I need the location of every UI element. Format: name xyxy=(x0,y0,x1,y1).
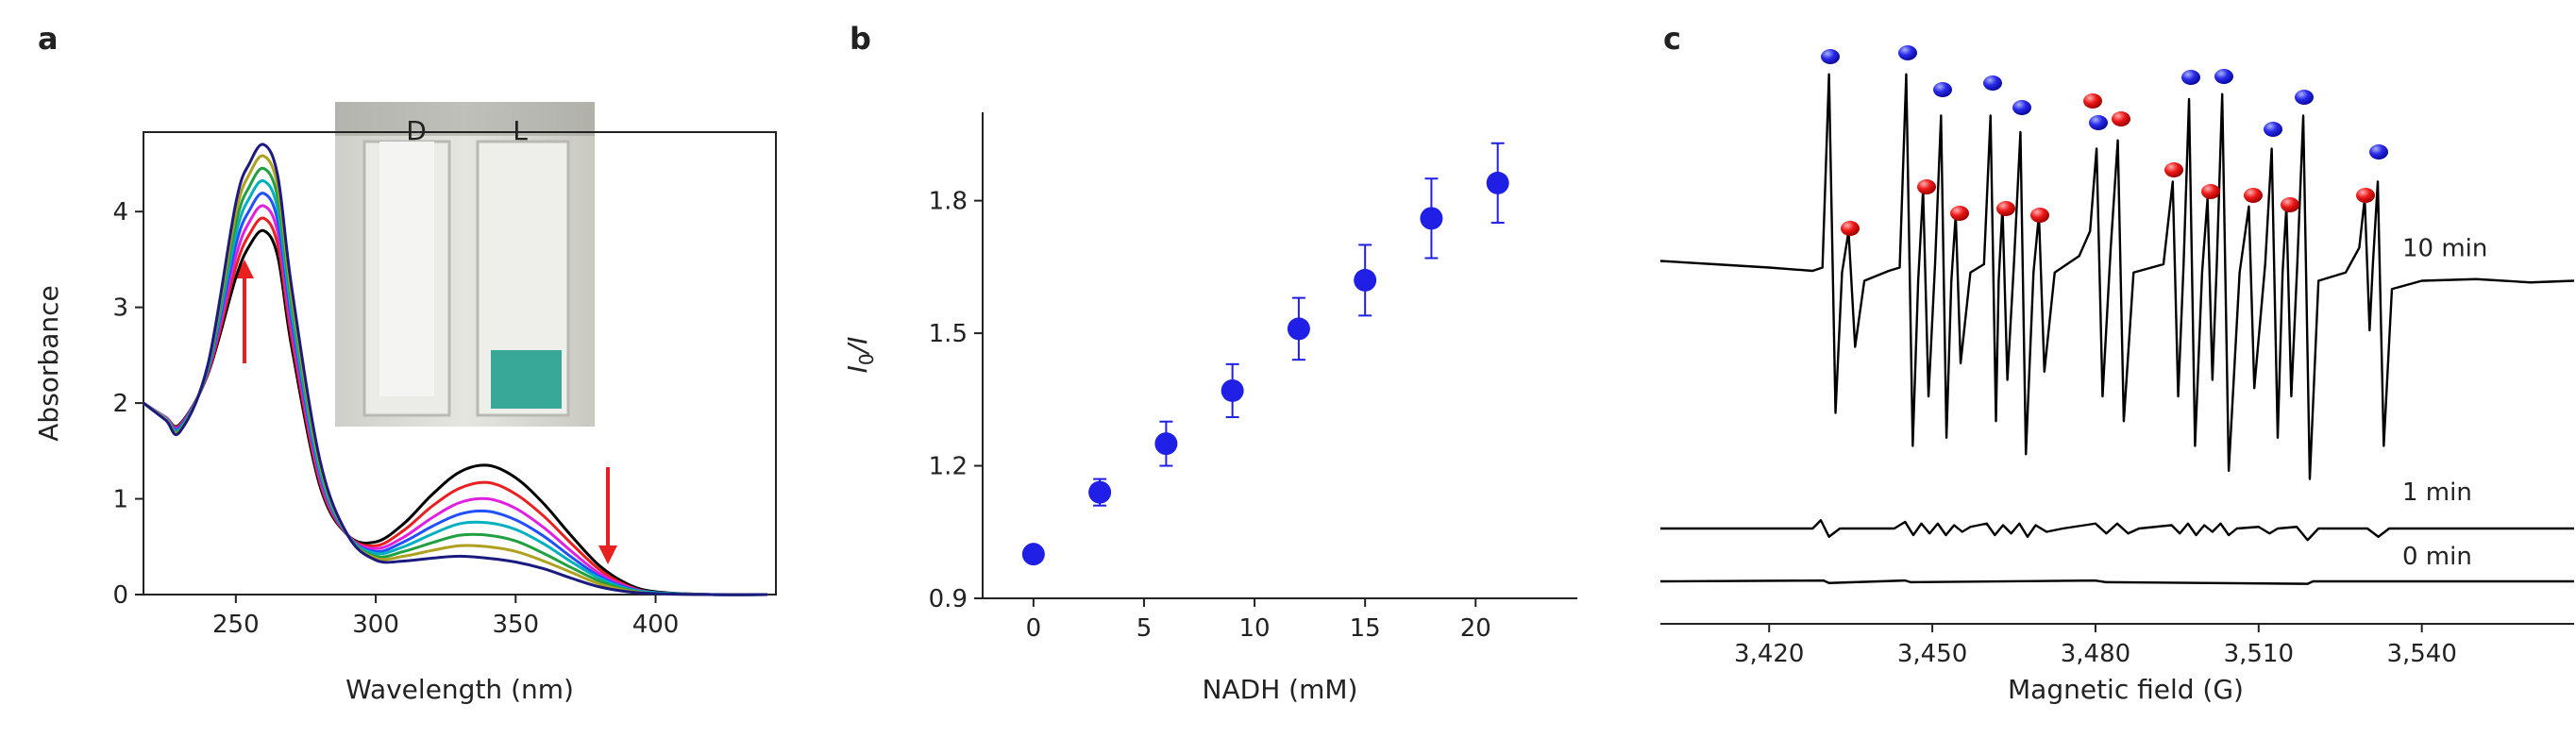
x-tick-label: 250 xyxy=(212,611,260,639)
y-tick-label: 0 xyxy=(112,581,128,610)
y-tick-label: 0.9 xyxy=(929,585,968,613)
data-point xyxy=(1021,543,1045,566)
x-tick-label: 20 xyxy=(1460,614,1491,643)
axes-frame xyxy=(143,131,777,596)
series-label: 0 min xyxy=(2402,543,2472,571)
y-tick-label: 3 xyxy=(112,294,128,323)
x-tick-label: 350 xyxy=(492,611,539,639)
y-axis-label: I0/I xyxy=(842,337,878,374)
red-dot xyxy=(2164,162,2183,177)
blue-dot xyxy=(1933,82,1952,97)
y-tick-label: 1 xyxy=(112,486,128,514)
x-tick-label: 3,450 xyxy=(1897,640,1967,668)
series-label: 10 min xyxy=(2402,235,2487,263)
blue-dot xyxy=(1983,76,2002,91)
red-dot xyxy=(1917,179,1936,194)
y-tick-label: 1.2 xyxy=(929,453,968,481)
data-point xyxy=(1420,207,1443,230)
series-label: 1 min xyxy=(2402,478,2472,507)
red-dot xyxy=(2030,208,2049,223)
blue-dot xyxy=(2264,122,2282,137)
x-axis-label: Wavelength (nm) xyxy=(345,674,574,705)
red-dot xyxy=(2083,93,2102,109)
data-point xyxy=(1486,171,1509,194)
data-point xyxy=(1354,268,1377,292)
data-line xyxy=(143,228,768,596)
panel-label: a xyxy=(38,21,59,57)
x-tick-label: 3,540 xyxy=(2386,640,2456,668)
panel-label: c xyxy=(1663,21,1681,57)
red-dot xyxy=(2201,184,2220,199)
x-tick-label: 3,420 xyxy=(1734,640,1804,668)
photo-top xyxy=(335,102,595,136)
data-point xyxy=(1088,480,1112,504)
y-axis-label: Absorbance xyxy=(33,285,64,441)
red-dot xyxy=(2112,111,2130,126)
data-line xyxy=(1659,579,2574,585)
inset-label: D xyxy=(406,115,427,146)
blue-dot xyxy=(2369,144,2388,159)
data-line xyxy=(1660,519,2574,542)
red-dot xyxy=(2244,188,2263,203)
blue-dot xyxy=(2012,100,2031,115)
data-line xyxy=(143,143,768,596)
y-axis-label-part: /I xyxy=(842,337,873,357)
red-dot xyxy=(2281,197,2299,212)
x-tick-label: 3,510 xyxy=(2224,640,2294,668)
inset-photo: D L xyxy=(335,102,595,427)
panel-label: b xyxy=(850,21,871,57)
y-axis-label-part: I xyxy=(842,365,873,373)
inset-label: L xyxy=(513,115,528,146)
cuvette-d-window xyxy=(379,142,434,396)
y-tick-label: 2 xyxy=(112,390,128,418)
x-tick-label: 5 xyxy=(1136,614,1153,643)
cuvette-l-solution xyxy=(491,350,562,409)
data-line xyxy=(143,192,768,596)
blue-dot xyxy=(2214,69,2233,84)
x-tick-label: 15 xyxy=(1350,614,1381,643)
x-tick-label: 10 xyxy=(1239,614,1271,643)
x-axis-label: Magnetic field (G) xyxy=(2008,674,2244,705)
y-tick-label: 4 xyxy=(112,198,128,226)
blue-dot xyxy=(2089,115,2108,130)
blue-dot xyxy=(1821,49,1840,64)
x-tick-label: 3,480 xyxy=(2061,640,2130,668)
red-dot xyxy=(2356,188,2375,203)
x-tick-label: 0 xyxy=(1026,614,1042,643)
data-point xyxy=(1287,317,1310,341)
data-line xyxy=(143,204,768,596)
red-dot xyxy=(1841,221,1860,236)
red-dot xyxy=(1996,201,2015,216)
peak-markers xyxy=(1821,45,2388,236)
blue-dot xyxy=(2181,70,2200,85)
data-point xyxy=(1221,378,1244,402)
x-axis-label: NADH (mM) xyxy=(1203,674,1358,705)
y-tick-label: 1.5 xyxy=(929,320,968,348)
y-axis-label-part: 0 xyxy=(855,353,878,365)
x-tick-label: 400 xyxy=(632,611,680,639)
data-line xyxy=(143,216,768,596)
blue-dot xyxy=(2295,90,2314,105)
x-tick-label: 300 xyxy=(352,611,399,639)
red-dot xyxy=(1950,206,1969,221)
data-line xyxy=(1659,73,2575,480)
y-tick-label: 1.8 xyxy=(929,188,968,216)
blue-dot xyxy=(1898,45,1917,60)
data-point xyxy=(1154,432,1178,456)
